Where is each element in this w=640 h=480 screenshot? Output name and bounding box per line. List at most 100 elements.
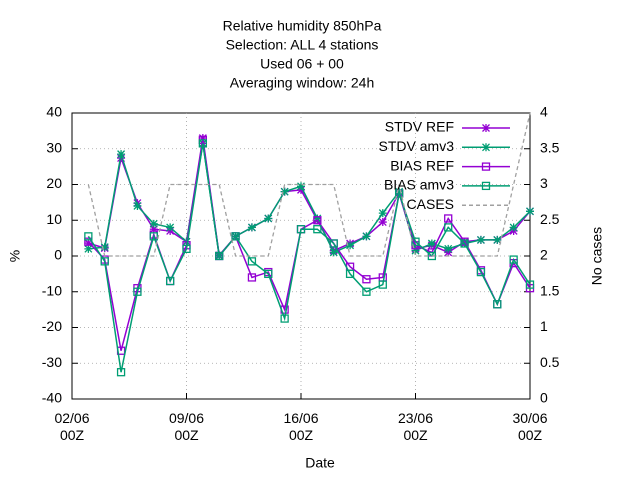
legend-label: STDV REF <box>385 119 454 135</box>
marker-square <box>444 214 453 223</box>
marker-star <box>280 187 289 196</box>
y-tick-label: -20 <box>42 318 62 334</box>
legend-label: CASES <box>407 196 454 212</box>
y2-tick-label: 0 <box>540 390 548 406</box>
series-line <box>87 143 531 373</box>
y2-tick-label: 4 <box>540 104 548 120</box>
marker-star <box>117 150 126 159</box>
x-tick-label: 02/06 00Z <box>54 410 89 443</box>
y-axis-label: % <box>7 250 23 262</box>
marker-star <box>149 225 158 234</box>
y2-tick-label: 1 <box>540 318 548 334</box>
y2-tick-label: 3.5 <box>540 139 560 155</box>
marker-star <box>493 235 502 244</box>
y2-tick-label: 1.5 <box>540 282 560 298</box>
x-tick-label: 23/06 00Z <box>398 410 433 443</box>
y2-tick-label: 3 <box>540 175 548 191</box>
marker-star <box>362 232 371 241</box>
marker-square <box>362 287 371 296</box>
chart-title: Selection: ALL 4 stations <box>226 37 379 53</box>
y-tick-label: 20 <box>46 175 62 191</box>
marker-square <box>509 255 518 264</box>
chart-title: Relative humidity 850hPa <box>223 18 382 34</box>
marker-square <box>247 273 257 282</box>
legend-label: STDV amv3 <box>379 138 455 154</box>
y2-tick-label: 0.5 <box>540 354 560 370</box>
marker-star <box>133 201 142 210</box>
marker-square <box>476 267 486 277</box>
y-tick-label: 0 <box>54 247 62 263</box>
marker-star <box>297 182 305 191</box>
y-tick-label: -30 <box>42 354 62 370</box>
marker-star <box>313 214 322 223</box>
marker-star <box>395 187 404 196</box>
y2-axis-label: No cases <box>589 227 605 285</box>
marker-square <box>100 257 109 266</box>
marker-square <box>525 280 535 289</box>
legend-label: BIAS amv3 <box>384 177 454 193</box>
marker-square <box>313 216 322 225</box>
marker-square <box>116 368 126 377</box>
y-tick-label: -40 <box>42 390 62 406</box>
x-tick-label: 16/06 00Z <box>283 410 318 443</box>
x-tick-label: 09/06 00Z <box>169 410 204 443</box>
x-axis-label: Date <box>305 455 335 471</box>
chart-title: Used 06 + 00 <box>260 56 344 72</box>
series-line <box>88 137 531 258</box>
marker-square <box>165 276 175 286</box>
legend-label: BIAS REF <box>390 157 454 173</box>
marker-square <box>296 225 306 234</box>
marker-star <box>526 207 534 216</box>
marker-star <box>509 223 518 232</box>
y-tick-label: 10 <box>46 211 62 227</box>
y2-tick-label: 2 <box>540 247 548 263</box>
marker-star <box>444 244 453 253</box>
marker-star <box>378 218 387 227</box>
marker-star <box>482 143 490 152</box>
series-line <box>88 143 531 258</box>
marker-star <box>346 241 355 250</box>
marker-square <box>411 237 420 246</box>
y-tick-label: 30 <box>46 139 62 155</box>
marker-star <box>476 235 485 244</box>
x-tick-label: 30/06 00Z <box>512 410 547 443</box>
marker-square <box>444 223 453 232</box>
marker-star <box>247 223 256 232</box>
y2-tick-label: 2.5 <box>540 211 560 227</box>
marker-square <box>481 181 491 191</box>
marker-square <box>247 257 257 266</box>
marker-square <box>231 232 240 241</box>
marker-square <box>215 251 224 261</box>
marker-square <box>280 314 289 323</box>
marker-star <box>482 124 490 132</box>
chart-title: Averaging window: 24h <box>230 75 375 91</box>
marker-square <box>264 269 273 279</box>
marker-star <box>427 239 436 248</box>
marker-square <box>84 232 93 241</box>
marker-square <box>378 280 387 289</box>
marker-square <box>149 232 158 241</box>
marker-star <box>264 214 273 223</box>
marker-square <box>329 239 338 248</box>
marker-star <box>198 134 207 143</box>
marker-square <box>493 300 502 309</box>
marker-star <box>149 219 158 228</box>
marker-square <box>481 162 491 171</box>
marker-star <box>378 209 387 218</box>
marker-square <box>362 275 371 284</box>
marker-star <box>329 248 338 257</box>
marker-star <box>166 223 175 232</box>
marker-star <box>84 244 93 253</box>
marker-square <box>313 225 322 234</box>
y-tick-label: 40 <box>46 104 62 120</box>
marker-square <box>345 269 355 279</box>
marker-square <box>182 244 191 254</box>
y-tick-label: -10 <box>42 282 62 298</box>
marker-star <box>100 243 109 252</box>
series-line <box>87 112 531 257</box>
marker-square <box>394 189 404 198</box>
marker-star <box>84 239 93 248</box>
marker-square <box>198 139 208 148</box>
marker-square <box>133 287 142 296</box>
